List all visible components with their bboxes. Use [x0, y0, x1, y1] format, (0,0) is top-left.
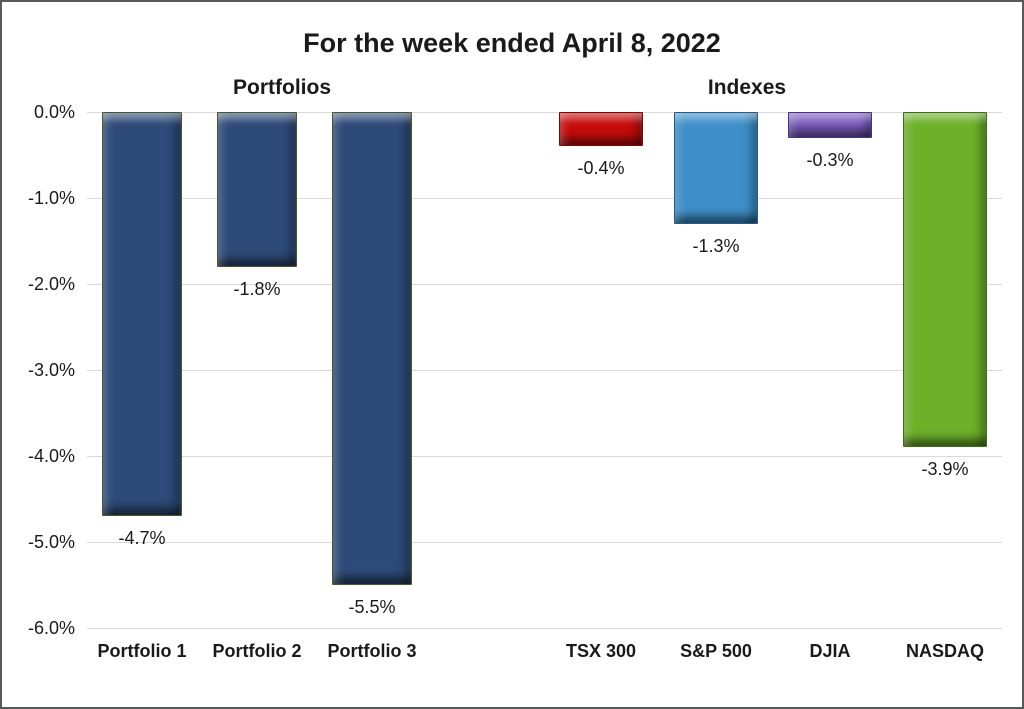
data-label-djia: -0.3% [806, 149, 854, 170]
group-label-portfolios: Portfolios [233, 76, 331, 99]
y-tick-label: -4.0% [27, 446, 75, 466]
gridline [87, 284, 1002, 285]
y-tick-label: 0.0% [33, 102, 75, 122]
bar-portfolio-2 [217, 112, 297, 267]
category-label-djia: DJIA [809, 641, 851, 661]
bar-tsx-300 [559, 112, 643, 147]
y-tick-label: -3.0% [27, 360, 75, 380]
y-tick-label: -5.0% [27, 532, 75, 552]
bar-djia [788, 112, 872, 138]
gridline [87, 198, 1002, 199]
gridline [87, 112, 1002, 113]
data-label-portfolio-1: -4.7% [118, 528, 166, 549]
category-label-nasdaq: NASDAQ [905, 641, 984, 661]
category-label-portfolio-3: Portfolio 3 [327, 641, 417, 661]
y-tick-label: -6.0% [27, 618, 75, 638]
bar-s-p-500 [674, 112, 758, 224]
category-label-tsx-300: TSX 300 [565, 641, 637, 661]
y-tick-label: -2.0% [27, 274, 75, 294]
category-label-s-p-500: S&P 500 [680, 641, 752, 661]
data-label-tsx-300: -0.4% [577, 158, 625, 179]
bar-portfolio-3 [332, 112, 412, 585]
gridline [87, 370, 1002, 371]
data-label-s-p-500: -1.3% [692, 235, 740, 256]
gridline [87, 542, 1002, 543]
data-label-portfolio-3: -5.5% [348, 597, 396, 617]
category-label-portfolio-2: Portfolio 2 [212, 641, 302, 661]
data-label-nasdaq: -3.9% [921, 459, 969, 480]
group-label-indexes: Indexes [707, 76, 787, 99]
gridline [87, 628, 1002, 629]
y-tick-label: -1.0% [27, 188, 75, 208]
category-label-portfolio-1: Portfolio 1 [97, 641, 187, 661]
gridline [87, 456, 1002, 457]
bar-portfolio-1 [102, 112, 182, 517]
chart-title: For the week ended April 8, 2022 [303, 28, 721, 58]
bar-nasdaq [903, 112, 987, 448]
data-label-portfolio-2: -1.8% [233, 278, 281, 299]
